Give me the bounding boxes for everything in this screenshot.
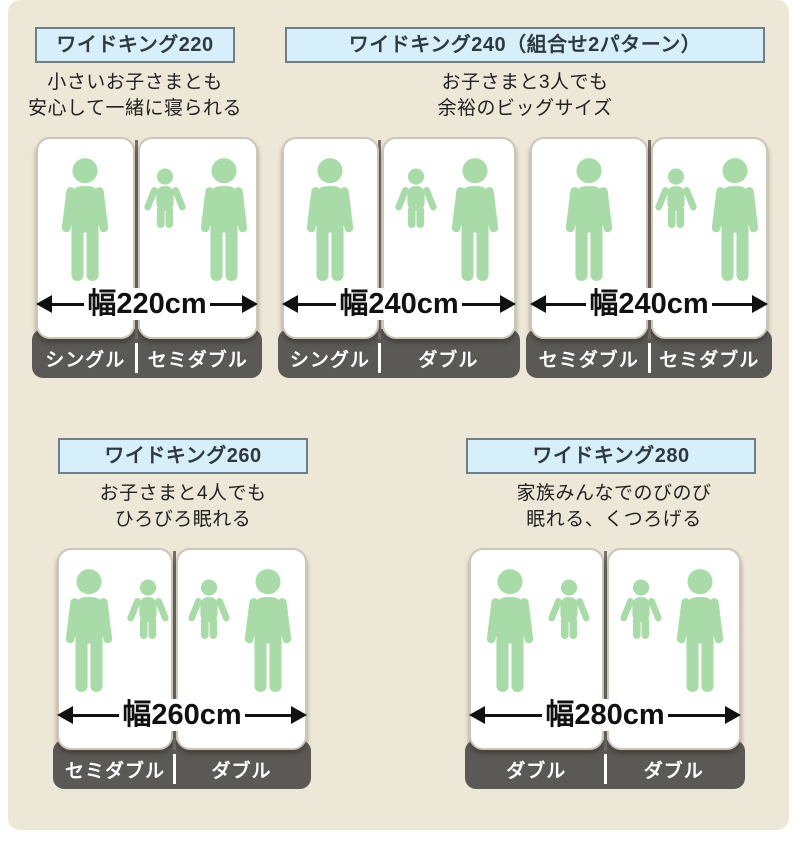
description-line: 小さいお子さまとも	[47, 72, 223, 93]
bed-size-label: セミダブル	[65, 761, 166, 782]
arrow-line	[461, 302, 500, 306]
bed-diagram-220: 幅220cm シングル セミダブル	[32, 137, 262, 378]
bed-size-label: ダブル	[211, 761, 272, 782]
description-line: 余裕のビッグサイズ	[437, 98, 613, 119]
bed-size-label: ダブル	[643, 761, 704, 782]
arrow-line	[485, 713, 543, 717]
adult-figure-icon	[307, 158, 354, 281]
arrow-right-head-icon	[500, 295, 516, 313]
label-divider	[377, 343, 381, 373]
child-figure-icon	[655, 168, 697, 229]
child-figure-icon	[127, 579, 169, 640]
arrow-line	[52, 302, 85, 306]
description-wideking240: お子さまと3人でも 余裕のビッグサイズ	[325, 70, 725, 122]
description-line: 眠れる、くつろげる	[526, 509, 702, 530]
label-divider	[603, 754, 607, 784]
description-line: お子さまと3人でも	[441, 72, 609, 93]
arrow-line	[711, 302, 752, 306]
child-figure-icon	[395, 168, 437, 229]
width-value-label: 幅240cm	[586, 287, 712, 321]
bed-size-label: セミダブル	[538, 350, 639, 371]
mattress-gap-line	[647, 140, 651, 339]
mattress-gap-line	[173, 551, 177, 750]
child-figure-icon	[548, 579, 590, 640]
arrow-line	[546, 302, 587, 306]
adult-figure-icon	[676, 569, 723, 692]
bed-label-row: ダブル ダブル	[469, 750, 741, 789]
arrow-right-head-icon	[242, 295, 258, 313]
adult-figure-icon	[244, 569, 291, 692]
adult-figure-icon	[487, 569, 534, 692]
bed-diagram-260: 幅260cm セミダブル ダブル	[53, 548, 311, 789]
description-wideking220: 小さいお子さまとも 安心して一緒に寝られる	[15, 70, 255, 122]
child-figure-icon	[144, 168, 186, 229]
bed-label-row: シングル セミダブル	[36, 339, 258, 378]
label-divider	[173, 754, 177, 784]
description-line: ひろびろ眠れる	[114, 509, 252, 530]
adult-figure-icon	[62, 158, 109, 281]
adult-figure-icon	[712, 158, 759, 281]
arrow-right-head-icon	[725, 706, 741, 724]
adult-figure-icon	[451, 158, 498, 281]
arrow-line	[73, 713, 120, 717]
label-divider	[647, 343, 651, 373]
description-wideking280: 家族みんなでのびのび 眠れる、くつろげる	[449, 481, 779, 533]
arrow-line	[209, 302, 242, 306]
arrow-right-head-icon	[752, 295, 768, 313]
width-arrow: 幅220cm	[36, 285, 258, 323]
bed-diagram-240-a: 幅240cm シングル ダブル	[278, 137, 520, 378]
child-figure-icon	[620, 579, 662, 640]
arrow-left-head-icon	[36, 295, 52, 313]
adult-figure-icon	[200, 158, 248, 281]
width-value-label: 幅240cm	[336, 287, 462, 321]
width-value-label: 幅280cm	[542, 698, 668, 732]
arrow-line	[667, 713, 725, 717]
arrow-left-head-icon	[282, 295, 298, 313]
bed-size-label: セミダブル	[147, 350, 248, 371]
size-header-wideking260: ワイドキング260	[58, 438, 308, 474]
arrow-left-head-icon	[530, 295, 546, 313]
child-figure-icon	[187, 579, 230, 640]
mattress-gap-line	[377, 140, 381, 339]
size-header-wideking220: ワイドキング220	[35, 27, 235, 63]
width-arrow: 幅280cm	[469, 696, 741, 734]
arrow-left-head-icon	[469, 706, 485, 724]
bed-diagram-280: 幅280cm ダブル ダブル	[465, 548, 745, 789]
arrow-left-head-icon	[57, 706, 73, 724]
bed-size-infographic-card: ワイドキング220 ワイドキング240（組合せ2パターン） 小さいお子さまとも …	[8, 0, 789, 830]
adult-figure-icon	[565, 158, 612, 281]
size-header-wideking240: ワイドキング240（組合せ2パターン）	[285, 27, 765, 63]
size-header-wideking280: ワイドキング280	[466, 438, 756, 474]
bed-label-row: セミダブル セミダブル	[530, 339, 768, 378]
width-arrow: 幅240cm	[282, 285, 516, 323]
description-line: 家族みんなでのびのび	[516, 483, 712, 504]
bed-size-label: セミダブル	[659, 350, 760, 371]
bed-label-row: シングル ダブル	[282, 339, 516, 378]
mattress-gap-line	[603, 551, 607, 750]
arrow-line	[244, 713, 291, 717]
description-line: お子さまと4人でも	[99, 483, 267, 504]
adult-figure-icon	[66, 569, 113, 692]
bed-size-label: シングル	[289, 350, 370, 371]
width-arrow: 幅240cm	[530, 285, 768, 323]
label-divider	[134, 343, 138, 373]
description-line: 安心して一緒に寝られる	[28, 98, 242, 119]
arrow-right-head-icon	[291, 706, 307, 724]
bed-diagram-240-b: 幅240cm セミダブル セミダブル	[526, 137, 772, 378]
width-arrow: 幅260cm	[57, 696, 307, 734]
mattress-gap-line	[134, 140, 138, 339]
description-wideking260: お子さまと4人でも ひろびろ眠れる	[33, 481, 333, 533]
bed-size-label: ダブル	[418, 350, 479, 371]
bed-size-label: シングル	[45, 350, 126, 371]
bed-size-label: ダブル	[506, 761, 567, 782]
arrow-line	[298, 302, 337, 306]
width-value-label: 幅260cm	[119, 698, 245, 732]
bed-label-row: セミダブル ダブル	[57, 750, 307, 789]
width-value-label: 幅220cm	[84, 287, 210, 321]
